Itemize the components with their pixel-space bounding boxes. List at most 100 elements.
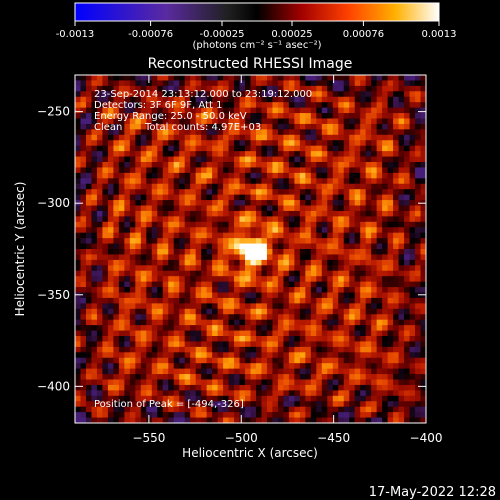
heatmap-cell bbox=[85, 221, 93, 228]
heatmap-cell bbox=[343, 249, 350, 256]
heatmap-cell bbox=[376, 210, 383, 217]
heatmap-cell bbox=[129, 281, 136, 288]
heatmap-cell bbox=[294, 417, 301, 423]
heatmap-cell bbox=[223, 210, 230, 217]
heatmap-cell bbox=[195, 406, 202, 413]
heatmap-cell bbox=[283, 297, 290, 304]
heatmap-cell bbox=[415, 379, 422, 386]
heatmap-cell bbox=[398, 308, 405, 315]
heatmap-cell bbox=[118, 210, 125, 217]
heatmap-cell bbox=[283, 107, 290, 114]
heatmap-cell bbox=[80, 156, 87, 163]
heatmap-cell bbox=[283, 221, 290, 228]
heatmap-cell bbox=[283, 276, 290, 283]
heatmap-cell bbox=[420, 91, 426, 98]
heatmap-cell bbox=[404, 412, 411, 419]
heatmap-cell bbox=[382, 238, 389, 245]
heatmap-cell bbox=[332, 118, 339, 125]
heatmap-cell bbox=[201, 357, 208, 364]
heatmap-cell bbox=[294, 297, 301, 304]
heatmap-cell bbox=[190, 238, 197, 245]
heatmap-cell bbox=[80, 346, 87, 353]
heatmap-cell bbox=[321, 129, 328, 136]
heatmap-cell bbox=[96, 156, 104, 163]
heatmap-cell bbox=[420, 363, 426, 370]
heatmap-cell bbox=[288, 140, 295, 147]
heatmap-cell bbox=[382, 210, 389, 217]
heatmap-cell bbox=[234, 221, 241, 228]
heatmap-cell bbox=[96, 254, 104, 261]
heatmap-cell bbox=[239, 167, 246, 174]
heatmap-cell bbox=[206, 249, 213, 256]
heatmap-cell bbox=[124, 123, 131, 130]
heatmap-cell bbox=[228, 210, 235, 217]
heatmap-cell bbox=[250, 140, 257, 147]
heatmap-cell bbox=[80, 200, 87, 207]
heatmap-cell bbox=[129, 249, 136, 256]
heatmap-cell bbox=[415, 194, 422, 201]
heatmap-cell bbox=[184, 330, 191, 337]
heatmap-cell bbox=[272, 395, 279, 402]
heatmap-cell bbox=[354, 210, 361, 217]
heatmap-cell bbox=[184, 346, 191, 353]
heatmap-cell bbox=[201, 303, 208, 310]
heatmap-cell bbox=[415, 178, 422, 185]
heatmap-cell bbox=[85, 341, 93, 348]
heatmap-cell bbox=[316, 156, 323, 163]
heatmap-cell bbox=[245, 330, 252, 337]
heatmap-cell bbox=[228, 346, 235, 353]
heatmap-cell bbox=[151, 200, 158, 207]
heatmap-cell bbox=[96, 113, 104, 120]
heatmap-cell bbox=[173, 243, 180, 250]
heatmap-cell bbox=[294, 91, 301, 98]
heatmap-cell bbox=[387, 308, 394, 315]
heatmap-cell bbox=[272, 162, 279, 169]
heatmap-cell bbox=[102, 336, 109, 343]
heatmap-cell bbox=[206, 259, 213, 266]
heatmap-cell bbox=[316, 336, 323, 343]
heatmap-cell bbox=[179, 172, 186, 179]
heatmap-cell bbox=[151, 232, 158, 239]
heatmap-cell bbox=[124, 292, 131, 299]
heatmap-cell bbox=[168, 238, 175, 245]
heatmap-cell bbox=[179, 254, 186, 261]
heatmap-cell bbox=[277, 379, 284, 386]
peak-position-text: Position of Peak = [-494,-326] bbox=[94, 399, 244, 410]
heatmap-cell bbox=[96, 395, 104, 402]
heatmap-cell bbox=[299, 292, 306, 299]
heatmap-cell bbox=[332, 297, 339, 304]
heatmap-cell bbox=[332, 249, 339, 256]
heatmap-cell bbox=[354, 216, 361, 223]
heatmap-cell bbox=[173, 417, 180, 423]
heatmap-cell bbox=[157, 336, 164, 343]
heatmap-cell bbox=[354, 357, 361, 364]
heatmap-cell bbox=[398, 270, 405, 277]
heatmap-cell bbox=[179, 183, 186, 190]
heatmap-cell bbox=[140, 123, 147, 130]
heatmap-cell bbox=[343, 368, 350, 375]
heatmap-cell bbox=[118, 85, 125, 92]
heatmap-cell bbox=[376, 238, 383, 245]
heatmap-cell bbox=[415, 238, 422, 245]
heatmap-cell bbox=[343, 102, 350, 109]
heatmap-cell bbox=[146, 363, 153, 370]
heatmap-cell bbox=[113, 384, 120, 391]
heatmap-cell bbox=[245, 406, 252, 413]
heatmap-cell bbox=[140, 178, 147, 185]
heatmap-cell bbox=[255, 412, 263, 419]
heatmap-cell bbox=[321, 379, 328, 386]
heatmap-cell bbox=[124, 336, 131, 343]
heatmap-cell bbox=[217, 145, 224, 152]
heatmap-cell bbox=[190, 270, 197, 277]
heatmap-cell bbox=[168, 308, 175, 315]
heatmap-cell bbox=[338, 401, 345, 408]
heatmap-cell bbox=[393, 140, 400, 147]
heatmap-cell bbox=[250, 336, 257, 343]
heatmap-cell bbox=[365, 91, 372, 98]
heatmap-cell bbox=[201, 384, 208, 391]
heatmap-cell bbox=[415, 249, 422, 256]
heatmap-cell bbox=[96, 330, 104, 337]
heatmap-cell bbox=[206, 238, 213, 245]
heatmap-cell bbox=[245, 417, 252, 423]
heatmap-cell bbox=[409, 216, 416, 223]
